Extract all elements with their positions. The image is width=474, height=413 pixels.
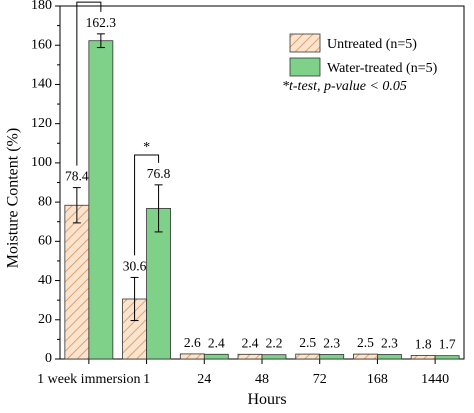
data-label: 162.3 [86, 15, 117, 30]
y-tick-label: 0 [45, 351, 52, 366]
bar-water-treated [319, 354, 345, 360]
y-tick-label: 160 [31, 37, 52, 52]
bar-untreated [353, 353, 378, 360]
data-label: 1.8 [415, 336, 432, 351]
y-tick-label: 100 [31, 155, 52, 170]
significance-marker: * [85, 0, 92, 2]
bar-water-treated [146, 207, 171, 360]
significance-bracket [76, 1, 102, 166]
bar-untreated [179, 353, 205, 360]
significance-note: *t-test, p-value < 0.05 [282, 79, 407, 94]
legend-swatch [289, 33, 321, 53]
x-tick-label: 1440 [421, 372, 449, 387]
x-tick-label: 24 [197, 372, 211, 387]
x-tick-label: 48 [255, 372, 269, 387]
y-tick-label: 180 [31, 0, 52, 13]
data-label: 2.3 [381, 335, 398, 350]
data-label: 2.4 [242, 335, 259, 350]
x-tick-label: 1 [143, 372, 150, 387]
bar-untreated [237, 353, 263, 360]
data-label: 2.2 [266, 336, 283, 351]
bar-untreated [64, 204, 90, 360]
legend-label: Untreated (n=5) [327, 37, 417, 52]
bar-water-treated [434, 355, 460, 360]
bar-untreated [295, 353, 321, 360]
legend-label: Water-treated (n=5) [327, 61, 438, 76]
data-label: 78.4 [65, 169, 89, 184]
bar-untreated [410, 355, 436, 360]
significance-bracket [134, 154, 160, 256]
data-label: 2.6 [184, 335, 201, 350]
data-label: 2.4 [208, 335, 225, 350]
bar-water-treated [261, 354, 287, 360]
y-tick-label: 40 [38, 273, 52, 288]
x-axis-title: Hours [247, 391, 286, 408]
x-tick-label: 1 week immersion [37, 372, 140, 387]
y-tick-label: 60 [38, 234, 52, 249]
legend: Untreated (n=5) Water-treated (n=5) [289, 33, 438, 77]
bar-water-treated [203, 353, 229, 360]
plot-frame [59, 5, 465, 360]
bar-water-treated [88, 40, 114, 360]
y-tick-label: 140 [31, 77, 52, 92]
y-tick-label: 20 [38, 312, 52, 327]
plot-area: 0 20 40 60 80 100 120 140 160 180 1 week immersion… [31, 0, 465, 387]
y-tick-label: 80 [38, 194, 52, 209]
data-label: 76.8 [147, 166, 171, 181]
x-tick-label: 72 [313, 372, 327, 387]
data-label: 2.5 [299, 335, 316, 350]
y-axis-title: Moisture Content (%) [5, 128, 22, 268]
y-tick-label: 120 [31, 116, 52, 131]
legend-swatch [289, 57, 321, 77]
data-label: 1.7 [439, 337, 456, 352]
data-label: 30.6 [123, 258, 147, 273]
significance-marker: * [143, 140, 150, 155]
data-label: 2.3 [323, 335, 340, 350]
x-tick-label: 168 [367, 372, 388, 387]
data-label: 2.5 [357, 335, 374, 350]
bar-water-treated [377, 354, 402, 360]
